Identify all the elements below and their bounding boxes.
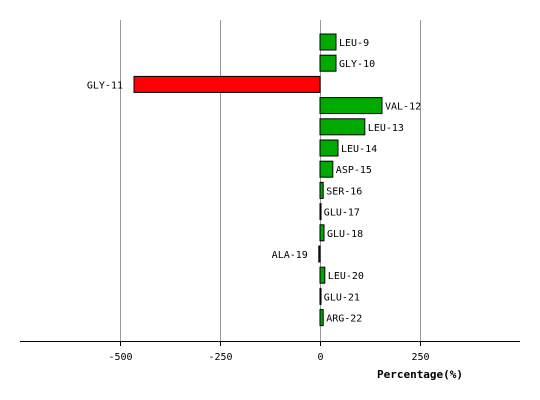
bar-ala-19: [318, 245, 321, 263]
bar-leu-14: [319, 139, 339, 157]
bar-glu-18: [319, 224, 325, 242]
bar-label-val-12: VAL-12: [385, 102, 421, 113]
bar-label-asp-15: ASP-15: [336, 165, 372, 176]
bar-label-ala-19: ALA-19: [272, 250, 308, 261]
bar-leu-13: [319, 118, 366, 136]
bar-label-gly-10: GLY-10: [339, 59, 375, 70]
x-tick-label-0: -500: [108, 352, 132, 363]
bar-leu-20: [319, 266, 326, 284]
x-axis: -500 -250 0 250: [20, 341, 520, 363]
bar-label-leu-13: LEU-13: [368, 123, 404, 134]
bar-label-leu-9: LEU-9: [339, 38, 369, 49]
bar-leu-9: [319, 33, 337, 51]
bar-label-glu-18: GLU-18: [327, 229, 363, 240]
grid-lines: [120, 20, 421, 341]
bar-label-glu-21: GLU-21: [324, 292, 360, 303]
bar-labels: LEU-9 GLY-10 GLY-11 VAL-12 LEU-13 LEU-14 ASP-1…: [87, 38, 421, 325]
bar-val-12: [319, 97, 383, 115]
x-tick-label-1: -250: [208, 352, 232, 363]
x-axis-label: Percentage(%): [377, 368, 463, 381]
bar-label-gly-11: GLY-11: [87, 80, 123, 91]
bar-asp-15: [319, 160, 334, 178]
bar-gly-11: [133, 75, 321, 93]
bar-label-leu-14: LEU-14: [341, 144, 377, 155]
x-tick-label-3: 250: [411, 352, 429, 363]
bar-label-ser-16: SER-16: [326, 186, 362, 197]
bar-label-arg-22: ARG-22: [326, 314, 362, 325]
bar-ser-16: [319, 181, 324, 199]
bar-label-glu-17: GLU-17: [324, 208, 360, 219]
bars: [133, 33, 383, 327]
bar-gly-10: [319, 54, 337, 72]
bar-glu-17: [319, 203, 322, 221]
bar-label-leu-20: LEU-20: [328, 271, 364, 282]
x-tick-label-2: 0: [317, 352, 323, 363]
bar-glu-21: [319, 287, 322, 305]
bar-arg-22: [319, 309, 324, 327]
